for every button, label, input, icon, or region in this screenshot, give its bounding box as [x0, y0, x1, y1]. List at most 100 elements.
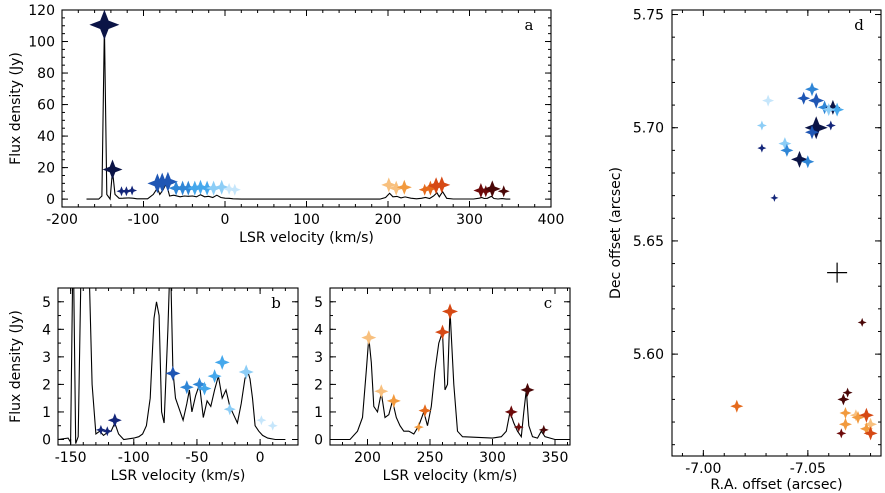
maser-spot-marker — [858, 407, 874, 423]
maser-spot-marker — [791, 150, 808, 168]
y-tick-label: 1 — [314, 405, 323, 421]
maser-feature-marker — [223, 403, 236, 416]
maser-spot-marker — [849, 409, 862, 422]
maser-spot-marker — [730, 399, 744, 413]
y-tick-label: 0 — [314, 432, 323, 448]
maser-feature-marker — [386, 393, 401, 408]
panel-label: a — [525, 16, 534, 34]
maser-feature-marker — [435, 324, 450, 340]
maser-spot-marker — [836, 428, 847, 439]
x-axis-label: R.A. offset (arcsec) — [710, 477, 842, 493]
maser-spot-marker — [842, 387, 853, 398]
maser-feature-marker — [433, 176, 451, 194]
maser-feature-marker — [228, 183, 241, 196]
maser-spot-marker — [817, 100, 832, 115]
maser-feature-marker — [238, 364, 254, 380]
maser-feature-marker — [89, 9, 120, 40]
maser-spot-marker — [756, 120, 767, 131]
y-tick-label: 60 — [37, 98, 55, 114]
x-axis-label: LSR velocity (km/s) — [383, 468, 518, 484]
maser-spot-marker — [857, 317, 867, 327]
maser-feature-marker — [102, 426, 113, 437]
y-tick-label: 5 — [314, 295, 323, 311]
y-tick-label: 3 — [314, 350, 323, 366]
spectrum-line-a — [86, 25, 511, 201]
maser-feature-marker — [473, 183, 489, 198]
maser-feature-marker — [207, 369, 222, 384]
y-tick-label: 0 — [42, 432, 51, 448]
y-tick-label: 5.60 — [633, 347, 664, 363]
y-tick-label: 4 — [42, 322, 51, 338]
maser-feature-marker — [396, 179, 412, 195]
x-tick-label: 300 — [479, 450, 506, 466]
x-tick-label: 350 — [542, 450, 569, 466]
maser-feature-marker — [187, 180, 203, 196]
maser-feature-marker — [102, 159, 123, 180]
maser-feature-marker — [422, 180, 438, 196]
maser-spot-marker — [797, 91, 811, 105]
maser-feature-marker — [497, 185, 510, 198]
y-tick-label: 0 — [46, 192, 55, 208]
maser-feature-marker — [538, 424, 549, 435]
maser-feature-marker — [267, 420, 278, 431]
x-tick-label: 200 — [375, 212, 402, 228]
maser-feature-marker — [483, 180, 501, 198]
maser-spot-marker — [859, 422, 873, 436]
maser-spot-marker — [805, 82, 819, 97]
x-tick-label: -50 — [186, 450, 209, 466]
panel-label: d — [854, 16, 864, 34]
maser-spot-marker — [839, 407, 852, 419]
maser-feature-marker — [381, 177, 397, 193]
x-tick-label: 0 — [221, 212, 230, 228]
maser-spot-marker — [830, 102, 845, 117]
panel-a: -200 -100 0 100 200 300 400 0 20 40 60 80 100 120 LSR … — [8, 3, 564, 246]
maser-spot-marker — [780, 143, 794, 157]
maser-spot-marker — [778, 137, 792, 151]
maser-spot-marker — [757, 143, 767, 153]
panel-label: b — [271, 294, 281, 312]
maser-feature-marker — [513, 422, 524, 433]
x-tick-label: -100 — [118, 450, 150, 466]
maser-feature-marker — [504, 405, 518, 419]
panel-c: 200 250 300 350 0 1 2 3 4 5 LSR velocity (km/s) c — [314, 287, 571, 484]
y-tick-label: 2 — [42, 377, 51, 393]
x-tick-label: 0 — [256, 450, 265, 466]
panel-b-frame — [57, 287, 299, 446]
maser-feature-marker — [197, 381, 212, 396]
x-tick-label: -150 — [55, 450, 87, 466]
y-axis-label: Flux density (Jy) — [8, 310, 24, 423]
maser-feature-marker — [361, 330, 377, 346]
y-tick-label: 120 — [28, 3, 55, 19]
maser-feature-marker — [127, 185, 138, 196]
maser-spot-marker — [863, 426, 878, 441]
maser-spot-marker — [839, 417, 852, 431]
maser-spot-marker — [822, 103, 836, 117]
maser-feature-marker — [223, 182, 236, 195]
x-tick-label: 250 — [417, 450, 444, 466]
maser-feature-marker — [520, 382, 535, 397]
maser-feature-marker — [479, 185, 492, 198]
maser-feature-marker — [179, 380, 194, 395]
maser-feature-marker — [413, 422, 424, 433]
maser-spot-marker — [825, 99, 841, 115]
x-tick-label: 300 — [456, 212, 483, 228]
maser-feature-marker — [157, 171, 178, 192]
y-tick-label: 1 — [42, 405, 51, 421]
maser-feature-marker — [374, 384, 389, 399]
y-tick-label: 2 — [314, 377, 323, 393]
panel-d: -7.00 -7.05 5.60 5.65 5.70 5.75 R.A. offset (a… — [608, 8, 882, 493]
maser-feature-marker — [418, 183, 431, 196]
maser-feature-marker — [214, 354, 230, 370]
y-tick-label: 100 — [28, 35, 55, 51]
maser-feature-marker — [192, 377, 207, 392]
maser-feature-marker — [95, 424, 106, 435]
maser-spot-marker — [770, 193, 779, 202]
maser-feature-marker — [214, 179, 230, 195]
panel-c-frame — [329, 287, 571, 446]
spectrum-line-c — [330, 309, 570, 441]
maser-feature-marker — [121, 186, 132, 197]
maser-feature-marker — [442, 303, 458, 320]
x-tick-label: 100 — [293, 212, 320, 228]
y-tick-label: 5 — [42, 295, 51, 311]
